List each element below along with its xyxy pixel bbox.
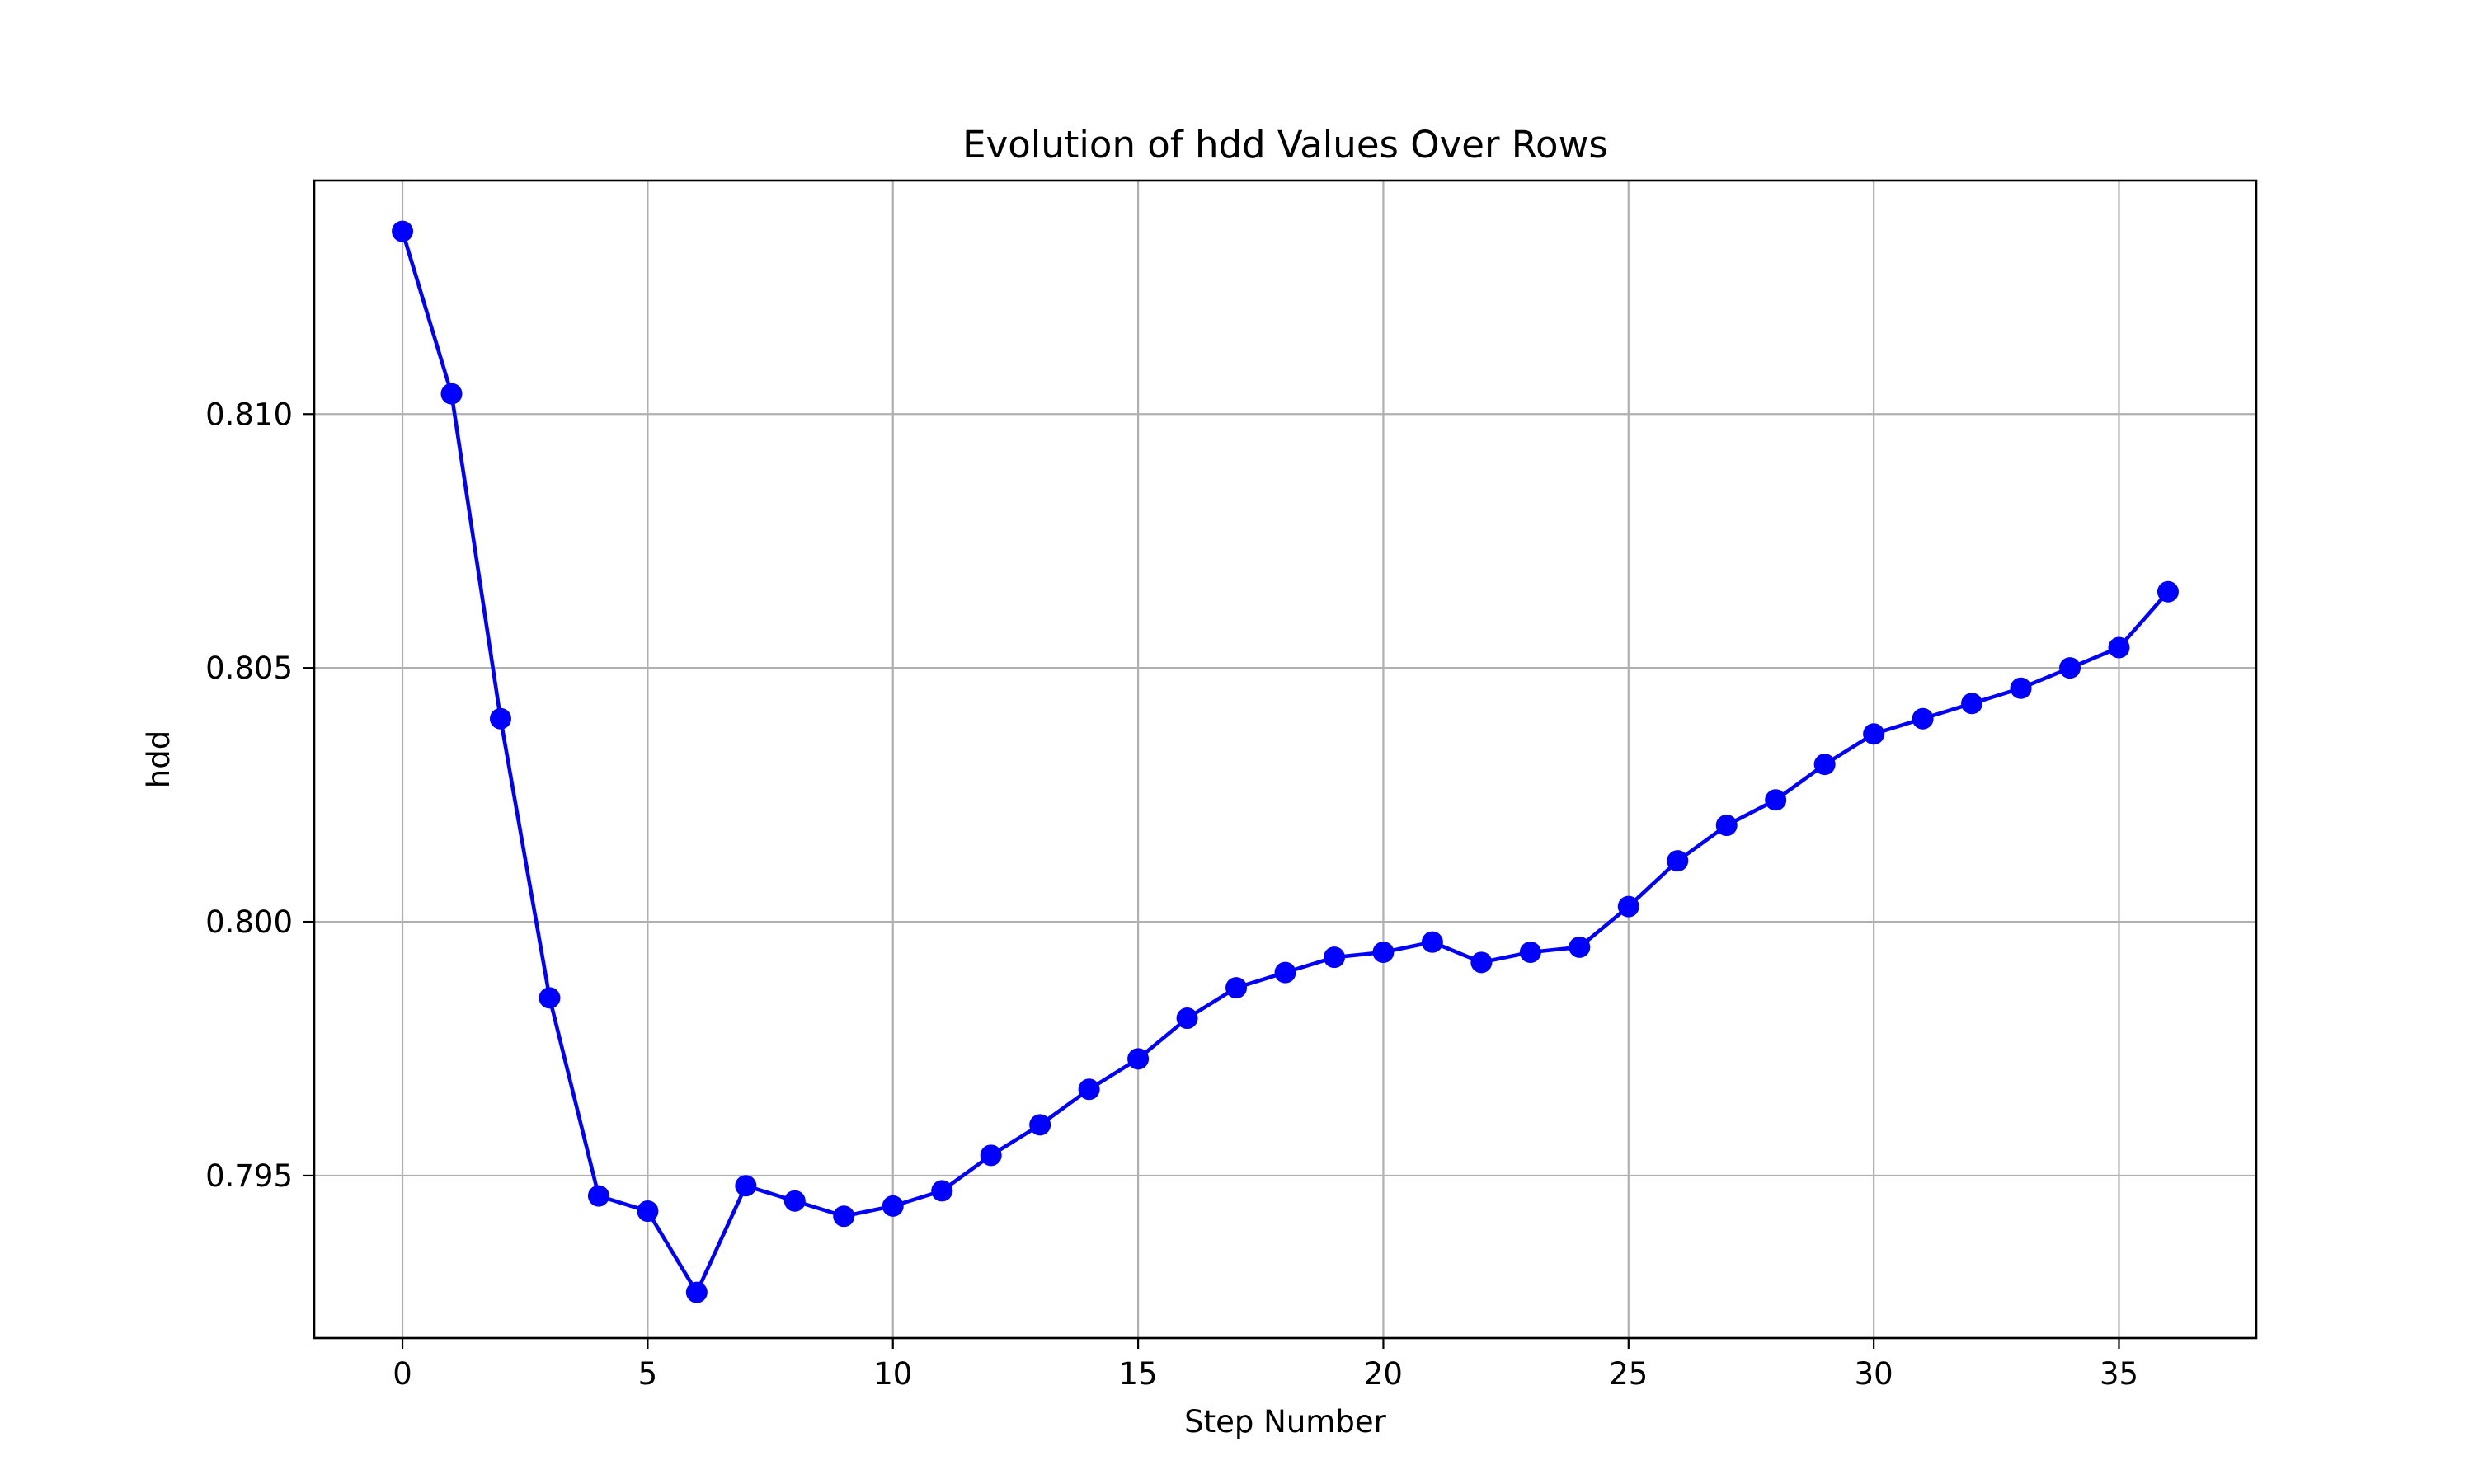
series-layer (392, 220, 2179, 1303)
data-point (637, 1200, 659, 1223)
y-tick-label: 0.800 (205, 904, 293, 940)
data-point (2157, 580, 2179, 603)
y-tick-label: 0.795 (205, 1158, 293, 1194)
data-point (489, 707, 511, 730)
x-tick-label: 10 (873, 1356, 912, 1392)
data-point (440, 383, 463, 405)
data-point (882, 1195, 904, 1217)
data-point (1225, 977, 1248, 999)
x-tick-label: 25 (1609, 1356, 1648, 1392)
x-tick-label: 5 (638, 1356, 658, 1392)
data-point (1912, 707, 1934, 730)
data-point (980, 1144, 1002, 1167)
data-point (1421, 931, 1443, 953)
data-point (1470, 951, 1493, 974)
data-point (2059, 657, 2081, 679)
data-point (1127, 1048, 1150, 1070)
data-point (1176, 1007, 1198, 1030)
data-point (587, 1185, 609, 1207)
x-tick-label: 30 (1855, 1356, 1893, 1392)
data-point (1765, 789, 1787, 811)
data-point (931, 1180, 953, 1202)
data-point (2108, 636, 2130, 659)
data-point (1813, 754, 1836, 776)
x-axis-label: Step Number (1184, 1404, 1386, 1439)
data-point (1274, 961, 1296, 984)
data-point (392, 220, 414, 242)
data-point (735, 1175, 757, 1197)
data-point (539, 987, 561, 1009)
data-point (783, 1190, 806, 1212)
data-point (1961, 693, 1983, 715)
x-tick-label: 35 (2100, 1356, 2138, 1392)
y-axis-label: hdd (141, 730, 176, 788)
data-point (1078, 1078, 1100, 1101)
data-point (1323, 946, 1345, 969)
data-point (1715, 815, 1738, 837)
x-tick-label: 15 (1119, 1356, 1158, 1392)
data-point (1569, 936, 1591, 958)
tick-layer: 0 5 10 15 20 25 30 35 0.795 0.800 0.805 0.810 (205, 397, 2138, 1392)
data-point (1667, 850, 1689, 872)
series-line (400, 230, 2170, 1294)
data-point (833, 1205, 855, 1228)
y-tick-label: 0.810 (205, 397, 293, 432)
y-tick-label: 0.805 (205, 650, 293, 686)
chart-title: Evolution of hdd Values Over Rows (962, 123, 1608, 167)
data-point (1029, 1114, 1051, 1136)
data-point (1519, 942, 1541, 963)
x-tick-label: 0 (393, 1356, 412, 1392)
x-tick-label: 20 (1364, 1356, 1403, 1392)
data-point (2010, 677, 2032, 699)
data-point (1617, 895, 1639, 918)
plot-frame (313, 179, 2258, 1340)
data-point (1372, 942, 1395, 963)
grid-layer (314, 181, 2256, 1338)
data-point (685, 1281, 708, 1303)
data-point (1863, 723, 1885, 745)
